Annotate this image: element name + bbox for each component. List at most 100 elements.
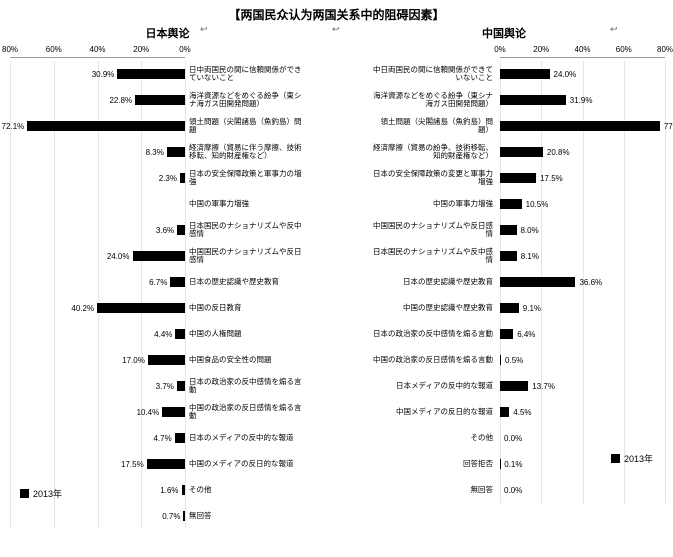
category-label: その他 — [189, 486, 334, 494]
value-label: 1.6% — [160, 486, 178, 495]
axis-tick: 0% — [494, 45, 506, 54]
axis-tick: 20% — [533, 45, 549, 54]
category-label: 無回答 — [337, 486, 493, 494]
bar — [500, 121, 660, 131]
value-label: 0.0% — [504, 486, 522, 495]
bar — [500, 329, 513, 339]
bar — [135, 95, 185, 105]
value-label: 6.4% — [517, 330, 535, 339]
category-label: 領土問題（尖閣諸島（魚釣島）問 題） — [337, 118, 493, 135]
value-label: 20.8% — [547, 148, 570, 157]
legend-label: 2013年 — [624, 452, 653, 465]
chart-row: 日本国民のナショナリズムや反中感 情8.1% — [335, 243, 673, 269]
bar — [500, 251, 517, 261]
category-label: 日本の歴史認識や歴史教育 — [189, 278, 334, 286]
chart-row: 日本の歴史認識や歴史教育 36.6% — [335, 269, 673, 295]
value-label: 13.7% — [532, 382, 555, 391]
chart-row: 中国の軍事力増強 — [0, 191, 335, 217]
chart-row: 領土問題（尖閣諸島（魚釣島）問 題）77.5% — [335, 113, 673, 139]
value-label: 9.1% — [523, 304, 541, 313]
chart-main-title: 【两国民众认为两国关系中的阻碍因素】 — [0, 0, 673, 25]
chart-row: その他0.0% — [335, 425, 673, 451]
chart-row: 中国国民のナショナリズムや反日感 情8.0% — [335, 217, 673, 243]
category-label: 日本の政治家の反中感情を煽る言動 — [337, 330, 493, 338]
value-label: 31.9% — [570, 96, 593, 105]
value-label: 17.0% — [122, 356, 145, 365]
bar — [175, 329, 185, 339]
value-label: 10.5% — [526, 200, 549, 209]
chart-row: 中国の政治家の反日感情を煽る言 動10.4% — [0, 399, 335, 425]
chart-row: 中国の歴史認識や歴史教育 9.1% — [335, 295, 673, 321]
chart-row: 日本国民のナショナリズムや反中 感情3.6% — [0, 217, 335, 243]
chart-row: 中国国民のナショナリズムや反日 感情24.0% — [0, 243, 335, 269]
category-label: 中国の歴史認識や歴史教育 — [337, 304, 493, 312]
right-chart: 中国舆论 0%20%40%60%80% 中日両国民の間に信頼関係ができて いない… — [335, 25, 673, 555]
right-axis: 0%20%40%60%80% — [335, 43, 673, 61]
chart-row: 日中両国民の間に信頼関係ができ ていないこと 30.9% — [0, 61, 335, 87]
category-label: 日本の政治家の反中感情を煽る言 動 — [189, 378, 334, 395]
bar — [177, 225, 185, 235]
chart-row: 経済摩擦（貿易の紛争、技術移転、 知的財産権など） 20.8% — [335, 139, 673, 165]
value-label: 24.0% — [554, 70, 577, 79]
category-label: 海洋資源などをめぐる紛争（東シナ 海ガス田開発問題） — [337, 92, 493, 109]
chart-row: 中国の人権問題4.4% — [0, 321, 335, 347]
chart-row: 中国の軍事力増強 10.5% — [335, 191, 673, 217]
category-label: 日中両国民の間に信頼関係ができ ていないこと — [189, 66, 334, 83]
category-label: 日本メディアの反中的な報道 — [337, 382, 493, 390]
axis-tick: 80% — [2, 45, 18, 54]
para-mark: ↩ — [332, 24, 340, 35]
chart-row: 中国メディアの反日的な報道4.5% — [335, 399, 673, 425]
chart-row: 日本の安全保障政策と軍事力の増 強 2.3% — [0, 165, 335, 191]
value-label: 17.5% — [121, 460, 144, 469]
left-legend: 2013年 — [20, 487, 62, 500]
legend-label: 2013年 — [33, 487, 62, 500]
bar — [180, 173, 185, 183]
bar — [500, 173, 536, 183]
bar — [117, 69, 185, 79]
category-label: 中国国民のナショナリズムや反日感 情 — [337, 222, 493, 239]
bar — [97, 303, 185, 313]
bar — [500, 355, 501, 365]
value-label: 36.6% — [579, 278, 602, 287]
chart-row: 経済摩擦（貿易に伴う摩擦、技術 移転、知的財産権など）8.3% — [0, 139, 335, 165]
category-label: 中国の軍事力増強 — [189, 200, 334, 208]
category-label: 中国国民のナショナリズムや反日 感情 — [189, 248, 334, 265]
chart-row: 無回答0.7% — [0, 503, 335, 529]
bar — [500, 147, 543, 157]
category-label: 中国の政治家の反日感情を煽る言 動 — [189, 404, 334, 421]
category-label: 経済摩擦（貿易の紛争、技術移転、 知的財産権など） — [337, 144, 493, 161]
category-label: 領土問題（尖閣諸島（魚釣島）問 題 — [189, 118, 334, 135]
category-label: その他 — [337, 434, 493, 442]
bar — [500, 407, 509, 417]
value-label: 2.3% — [159, 174, 177, 183]
bar — [175, 433, 185, 443]
bar — [500, 277, 575, 287]
right-legend: 2013年 — [611, 452, 653, 465]
category-label: 日本の安全保障政策の変更と軍事力 増強 — [337, 170, 493, 187]
legend-swatch — [611, 454, 620, 463]
chart-row: 中国の政治家の反日感情を煽る言動0.5% — [335, 347, 673, 373]
category-label: 日本の安全保障政策と軍事力の増 強 — [189, 170, 334, 187]
category-label: 日本の歴史認識や歴史教育 — [337, 278, 493, 286]
category-label: 中日両国民の間に信頼関係ができて いないこと — [337, 66, 493, 83]
bar — [177, 381, 185, 391]
axis-tick: 60% — [46, 45, 62, 54]
legend-swatch — [20, 489, 29, 498]
category-label: 海洋資源などをめぐる紛争（東シ ナ海ガス田開発問題） — [189, 92, 334, 109]
axis-tick: 20% — [133, 45, 149, 54]
chart-row: 日本の安全保障政策の変更と軍事力 増強17.5% — [335, 165, 673, 191]
axis-tick: 80% — [657, 45, 673, 54]
category-label: 中国の軍事力増強 — [337, 200, 493, 208]
category-label: 日本のメディアの反中的な報道 — [189, 434, 334, 442]
bar — [167, 147, 185, 157]
right-title: 中国舆论 — [335, 25, 673, 43]
left-chart: 日本舆论 80%60%40%20%0% 日中両国民の間に信頼関係ができ ていない… — [0, 25, 335, 555]
axis-tick: 40% — [89, 45, 105, 54]
value-label: 22.8% — [109, 96, 132, 105]
bar — [147, 459, 185, 469]
bar — [148, 355, 185, 365]
para-mark: ↩ — [200, 24, 208, 35]
chart-row: 日本の政治家の反中感情を煽る言動 6.4% — [335, 321, 673, 347]
value-label: 30.9% — [92, 70, 115, 79]
bar — [162, 407, 185, 417]
